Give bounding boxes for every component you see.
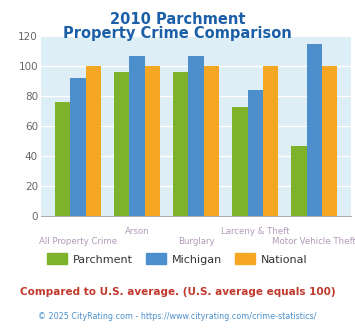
Text: Property Crime Comparison: Property Crime Comparison [63,26,292,41]
Bar [232,107,247,216]
Bar [247,90,263,216]
Bar [263,66,278,216]
Bar [322,66,337,216]
Bar [70,78,86,216]
Text: © 2025 CityRating.com - https://www.cityrating.com/crime-statistics/: © 2025 CityRating.com - https://www.city… [38,312,317,321]
Text: All Property Crime: All Property Crime [39,237,117,246]
Text: Arson: Arson [125,227,149,236]
Bar [86,66,101,216]
Bar [307,44,322,216]
Text: Motor Vehicle Theft: Motor Vehicle Theft [272,237,355,246]
Bar [114,72,129,216]
Text: 2010 Parchment: 2010 Parchment [110,12,245,26]
Bar [55,102,70,216]
Bar [173,72,189,216]
Text: Burglary: Burglary [178,237,214,246]
Bar [129,56,145,216]
Text: Compared to U.S. average. (U.S. average equals 100): Compared to U.S. average. (U.S. average … [20,287,335,297]
Bar [189,56,204,216]
Bar [204,66,219,216]
Bar [291,146,307,216]
Legend: Parchment, Michigan, National: Parchment, Michigan, National [43,249,312,269]
Bar [145,66,160,216]
Text: Larceny & Theft: Larceny & Theft [221,227,290,236]
